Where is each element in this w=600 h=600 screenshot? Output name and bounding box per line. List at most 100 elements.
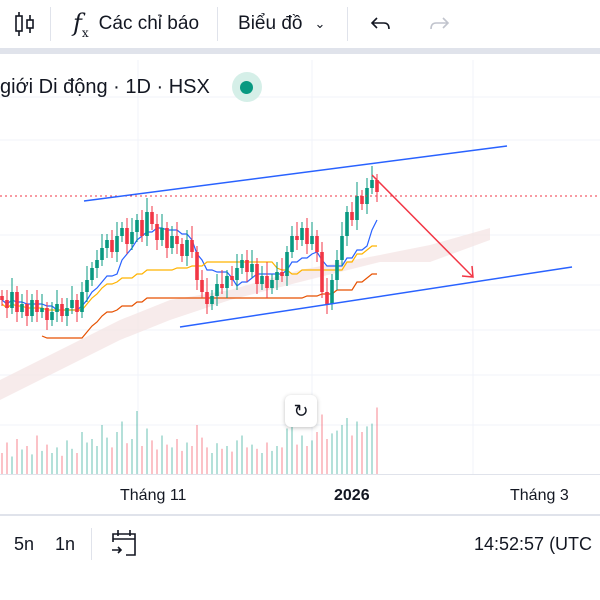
volume-bar [161,435,163,474]
volume-bar [261,453,263,474]
volume-bar [131,439,133,474]
top-toolbar: fx Các chỉ báo Biểu đồ ⌄ [0,0,600,54]
volume-bar [251,444,253,474]
candle-body [225,276,229,288]
volume-bar [166,444,168,474]
volume-bar [176,439,178,474]
volume-bar [201,437,203,474]
volume-bar [301,435,303,474]
candle-body [135,220,139,232]
candle-body [200,280,204,292]
candle-body [160,228,164,240]
volume-bar [151,440,153,474]
volume-bar [181,450,183,474]
volume-bar [111,447,113,474]
volume-bar [216,443,218,474]
candle-body [80,292,84,312]
candle-body [185,240,189,256]
candle-body [355,196,359,220]
clock: 14:52:57 (UTC [474,534,593,554]
forecast-arrow[interactable] [371,174,474,278]
chart-type-button[interactable] [0,0,50,51]
symbol-legend[interactable]: giới Di động · 1D · HSX [0,72,262,102]
volume-bar [81,432,83,474]
chevron-down-icon: ⌄ [314,16,326,31]
candle-body [325,292,329,304]
time-label: Tháng 11 [120,487,187,504]
channel-upper-line[interactable] [83,145,508,202]
candle-body [110,240,114,252]
candle-body [215,284,219,296]
function-icon: fx [73,8,89,40]
volume-bar [26,446,28,474]
candle-body [275,272,279,280]
range-1d-button[interactable]: 1n [55,534,76,554]
divider [91,528,92,560]
candle-body [85,280,89,292]
volume-bar [281,447,283,474]
chart-menu-label: Biểu đồ [238,13,303,34]
candle-body [90,268,94,280]
candles-icon [15,12,34,36]
time-axis[interactable]: Tháng 11 2026 Tháng 3 [0,474,600,516]
reset-chart-button[interactable]: ↻ [285,395,317,427]
undo-button[interactable] [348,0,410,51]
volume-bar [76,453,78,474]
base-line [1,245,377,311]
candle-body [305,228,309,244]
volume-bar [56,447,58,474]
candle-body [15,292,19,312]
candles [0,166,379,330]
candle-body [140,220,144,236]
indicators-button[interactable]: fx Các chỉ báo [51,0,217,51]
redo-button[interactable] [410,0,468,51]
range-5d-button[interactable]: 5n [14,534,35,554]
indicators-label: Các chỉ báo [98,13,200,34]
candle-body [95,260,99,268]
candle-body [5,300,9,308]
candle-body [130,232,134,244]
volume-bar [141,446,143,474]
candle-body [240,260,244,268]
volume-bar [136,411,138,474]
volume-bar [121,421,123,474]
candle-body [120,228,124,236]
channel-lower-line[interactable] [179,266,573,328]
candle-body [265,276,269,288]
volume-bar [16,439,18,474]
candle-body [60,304,64,316]
candle-body [330,280,334,304]
volume-bar [66,440,68,474]
candle-body [205,292,209,304]
candle-body [55,304,59,312]
volume-bar [286,428,288,474]
volume-bar [316,432,318,474]
volume-bar [376,407,378,474]
volume-bar [61,455,63,474]
divider [217,7,219,41]
candle-body [300,228,304,240]
candle-body [150,212,154,224]
volume-bar [6,442,8,474]
candle-body [310,236,314,244]
volume-bar [306,446,308,474]
candle-body [175,236,179,244]
volume-bar [341,425,343,474]
volume-bars [1,407,378,474]
candle-body [20,304,24,312]
volume-bar [291,425,293,474]
volume-bar [296,444,298,474]
symbol-title: giới Di động · 1D · HSX [0,75,210,98]
volume-bar [126,443,128,474]
chart-menu-button[interactable]: Biểu đồ ⌄ [218,0,347,51]
go-to-date-button[interactable] [110,528,138,563]
volume-bar [361,432,363,474]
candle-body [280,272,284,276]
volume-bar [106,437,108,474]
volume-bar [1,453,3,474]
time-label: Tháng 3 [510,487,569,504]
candle-body [70,300,74,308]
candle-body [40,308,44,312]
volume-bar [46,444,48,474]
volume-bar [351,435,353,474]
